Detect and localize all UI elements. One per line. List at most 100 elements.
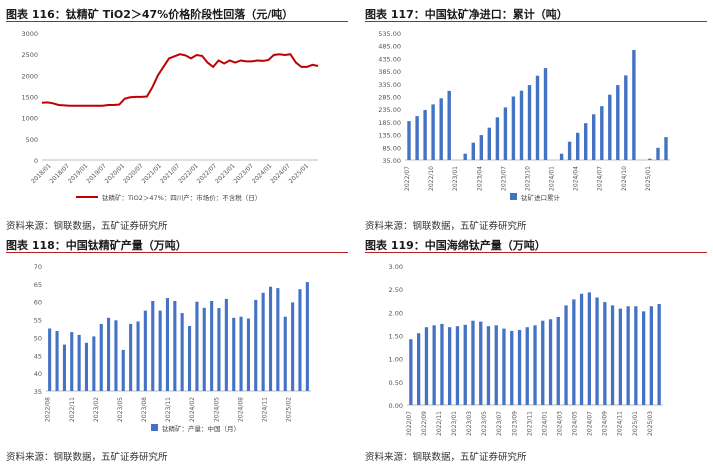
x-tick-label: 2023/05 <box>117 397 124 422</box>
bar <box>616 85 620 160</box>
chart-118-title: 图表 118：中国钛精矿产量（万吨） <box>6 239 187 252</box>
bar <box>70 332 74 391</box>
bar <box>656 147 660 160</box>
bar <box>432 325 436 405</box>
bar <box>649 306 653 405</box>
y-tick-label: 3000 <box>21 30 38 38</box>
x-tick-label: 2025/01 <box>645 166 652 191</box>
x-tick-label: 2024/03 <box>556 411 563 436</box>
chart-117: 35.00 85.00 135.00 185.00 235.00 285.00 335.00… <box>378 30 670 202</box>
x-tick-label: 2023/02 <box>93 397 100 422</box>
y-tick-label: 0.00 <box>389 402 403 410</box>
bar <box>634 306 638 405</box>
x-tick-label: 2023/05 <box>481 411 488 436</box>
bar <box>556 317 560 405</box>
y-tick-label: 0.50 <box>389 379 403 387</box>
bar <box>180 313 184 391</box>
bar <box>527 85 532 160</box>
x-tick-label: 2023/10 <box>524 166 531 191</box>
x-tick-label: 2023/07 <box>496 411 503 436</box>
bar <box>202 307 206 391</box>
bar <box>576 132 580 160</box>
bar <box>471 142 475 160</box>
title-underline <box>6 252 348 253</box>
bar <box>99 323 103 391</box>
bar <box>632 50 636 160</box>
x-tick-label: 2024/04 <box>573 166 580 191</box>
chart-116-source: 资料来源：钢联数据，五矿证券研究所 <box>6 221 168 232</box>
bar <box>579 293 584 405</box>
bar <box>564 305 568 405</box>
x-tick-label: 2023/11 <box>165 397 172 422</box>
bar <box>648 158 652 160</box>
bar <box>495 117 500 160</box>
bar <box>48 328 52 391</box>
bar <box>448 327 452 405</box>
bar <box>305 282 309 391</box>
bar <box>291 302 295 391</box>
x-tick-label: 2024/05 <box>213 397 220 422</box>
bar <box>463 153 467 160</box>
chart-119-title: 图表 119：中国海绵钛产量（万吨） <box>365 239 546 252</box>
bar <box>143 310 147 391</box>
bar <box>276 288 280 391</box>
x-tick-label: 2023/07 <box>500 166 507 191</box>
y-tick-label: 55 <box>34 317 42 325</box>
chart-116: 0500100015002000250030002018/012018/0720… <box>21 30 319 202</box>
x-tick-label: 2024/11 <box>261 397 268 422</box>
x-tick-label: 2023/11 <box>526 411 533 436</box>
bar <box>121 349 125 391</box>
x-tick-label: 2023/01 <box>451 411 458 436</box>
bar <box>608 94 612 160</box>
y-tick-label: 40 <box>34 370 42 378</box>
bar <box>487 127 491 160</box>
bar <box>494 325 498 405</box>
bar <box>471 320 475 405</box>
bar <box>479 321 483 405</box>
bar <box>165 298 169 391</box>
x-tick-label: 2024/01 <box>549 166 556 191</box>
y-tick-label: 60 <box>34 299 42 307</box>
y-tick-label: 35 <box>34 388 42 396</box>
bar <box>486 326 491 405</box>
bar <box>269 286 273 391</box>
bar <box>246 318 250 391</box>
bar <box>567 141 572 160</box>
bar <box>455 326 460 405</box>
bar <box>151 301 155 391</box>
legend-swatch <box>151 424 158 431</box>
x-tick-label: 2025/01 <box>288 162 311 185</box>
bar <box>603 302 607 405</box>
x-tick-label: 2022/10 <box>428 166 435 191</box>
bar <box>511 96 516 160</box>
bar <box>239 316 243 391</box>
x-tick-label: 2024/08 <box>237 397 244 422</box>
y-tick-label: 1.50 <box>389 333 403 341</box>
x-tick-label: 2022/07 <box>406 411 413 436</box>
x-tick-label: 2024/07 <box>597 166 604 191</box>
x-tick-label: 2023/09 <box>511 411 518 436</box>
y-tick-label: 185.00 <box>378 119 401 127</box>
bar <box>559 153 564 160</box>
x-tick-label: 2024/05 <box>572 411 579 436</box>
bar <box>525 327 529 405</box>
bar <box>541 320 545 405</box>
bar <box>535 75 540 160</box>
bar <box>664 137 668 160</box>
bar <box>232 317 236 391</box>
bar <box>543 68 548 160</box>
y-tick-label: 1500 <box>21 94 38 102</box>
bar <box>610 305 615 405</box>
chart-118-source: 资料来源：钢联数据，五矿证券研究所 <box>6 452 168 463</box>
x-tick-label: 2023/04 <box>476 166 483 191</box>
legend-label: 钛精矿：TiO2＞47%：四川产：市场价：不含税（日） <box>102 193 261 202</box>
x-tick-label: 2025/02 <box>286 397 293 422</box>
bar <box>503 107 508 160</box>
y-tick-label: 35.00 <box>382 157 401 165</box>
y-tick-label: 135.00 <box>378 132 401 140</box>
bar <box>657 304 661 405</box>
x-tick-label: 2023/01 <box>452 166 459 191</box>
x-tick-label: 2024/02 <box>189 397 196 422</box>
chart-117-source: 资料来源：钢联数据，五矿证券研究所 <box>365 221 527 232</box>
y-tick-label: 85.00 <box>382 144 401 152</box>
